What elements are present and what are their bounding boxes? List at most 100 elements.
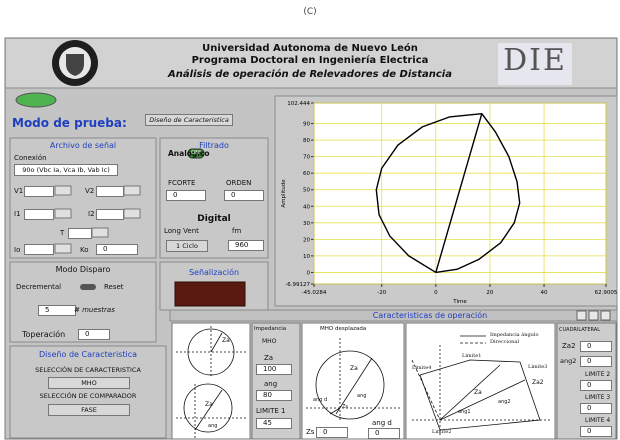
panel-title: Diseño de Caracteristica: [39, 350, 137, 359]
legend-entry: Direccional: [490, 339, 519, 345]
x-tick-label: 62.9005: [595, 290, 617, 296]
field-label: V1: [14, 187, 24, 195]
data-line: [435, 113, 483, 273]
y-tick-label: 102.444: [287, 101, 310, 107]
samples-input[interactable]: 5: [38, 305, 76, 316]
folder-button: [54, 185, 72, 196]
diagram-label: Zs: [342, 404, 349, 410]
diagram-label: Za2: [532, 379, 544, 386]
operation-bar: [169, 309, 618, 322]
logo-right-box: [498, 43, 572, 85]
vector: [210, 332, 223, 353]
file-input[interactable]: [96, 186, 124, 197]
folder-button: [54, 243, 72, 254]
mho-circle: [187, 328, 235, 376]
diagram-label: Limite2: [432, 429, 452, 435]
za-input[interactable]: 100: [256, 364, 292, 375]
diagram-label: Za: [350, 365, 358, 372]
file-input[interactable]: [24, 244, 54, 255]
mho-desplazada-panel: [301, 322, 405, 440]
characteristic-dropdown[interactable]: MHO: [48, 377, 130, 389]
y-tick-label: 80: [303, 138, 310, 144]
field-label: I1: [14, 210, 21, 218]
connection-dropdown[interactable]: 90o (Vbc Ia, Vca Ib, Vab Ic): [14, 164, 118, 176]
field-label: SELECCIÓN DE COMPARADOR: [39, 392, 137, 400]
off-switch: [187, 148, 205, 159]
field-label: Zs: [306, 428, 315, 436]
orden-input[interactable]: 0: [224, 190, 264, 201]
y-axis-label: Amplitude: [281, 179, 287, 208]
header-subtitle: Programa Doctoral en Ingeniería Electric…: [191, 55, 429, 66]
tool-icon: [600, 310, 611, 321]
ang2-input[interactable]: 0: [580, 356, 612, 367]
x-tick-label: 0: [434, 290, 438, 296]
decremental-switch: [80, 284, 96, 290]
limit3-input[interactable]: 0: [580, 403, 612, 414]
legend-entry: Impedancia ángulo: [490, 332, 539, 338]
panel-title: Filtrado: [199, 141, 229, 150]
toggle-button: [15, 92, 57, 108]
y-tick-label: 40: [303, 204, 310, 210]
zs-input[interactable]: 0: [316, 427, 348, 438]
limit4-input[interactable]: 0: [580, 426, 612, 437]
panel-title: Modo Disparo: [55, 265, 111, 274]
za2-input[interactable]: 0: [580, 341, 612, 352]
figure-caption: (C): [303, 7, 317, 17]
file-input[interactable]: [96, 209, 124, 220]
field-label: Conexión: [14, 154, 47, 162]
tool-icon: [576, 310, 587, 321]
field-label: ang d: [372, 419, 392, 427]
fcorte-input[interactable]: 0: [166, 190, 206, 201]
mho-circle: [183, 383, 233, 433]
mode-dropdown[interactable]: Diseño de Caracteristica: [145, 114, 233, 126]
diagram-label: ang2: [498, 399, 511, 405]
comparator-dropdown[interactable]: FASE: [48, 404, 130, 416]
field-label: LIMITE 2: [585, 371, 611, 378]
folder-button: [123, 208, 141, 219]
y-tick-label: 10: [303, 254, 310, 260]
field-label: SELECCIÓN DE CARACTERISTICA: [35, 366, 141, 374]
y-tick-label: 90: [303, 122, 310, 128]
panel-label: CUADRILATERAL: [559, 327, 600, 333]
angd-input[interactable]: 0: [368, 428, 400, 439]
file-input[interactable]: [24, 209, 54, 220]
folder-button: [123, 185, 141, 196]
ko-input[interactable]: 0: [96, 244, 138, 255]
panel-label: MHO: [262, 338, 277, 345]
field-label: V2: [85, 187, 95, 195]
field-label: Digital: [197, 214, 231, 224]
field-label: Reset: [104, 283, 124, 291]
mode-label: Modo de prueba:: [12, 116, 127, 130]
folder-button: [54, 208, 72, 219]
y-tick-label: -6.99127: [285, 282, 310, 288]
diagram-label: Limite1: [462, 353, 482, 359]
window-dropdown[interactable]: 1 Ciclo: [166, 240, 208, 252]
disparo-panel: [9, 261, 157, 343]
field-label: Decremental: [16, 283, 62, 291]
tool-icon: [588, 310, 599, 321]
panel-label: MHO desplazada: [320, 326, 367, 332]
diagram-label: ang: [208, 423, 218, 429]
limit2-input[interactable]: 0: [580, 380, 612, 391]
x-tick-label: -45.0284: [302, 290, 327, 296]
limit-input[interactable]: 45: [256, 418, 292, 429]
switch-label[interactable]: OFF: [191, 150, 201, 156]
vector: [335, 357, 373, 415]
field-label: Za2: [562, 342, 576, 350]
field-label: LIMITE 4: [585, 417, 611, 424]
field-label: Long Vent: [164, 227, 199, 235]
chart: -6.99127 0 10 20 30 40 50 60 70 80 90 102.444 -45.02…: [281, 101, 617, 305]
signal-lamp: [174, 281, 246, 307]
vector: [439, 364, 501, 421]
direction-line: [411, 359, 441, 421]
fm-input[interactable]: 960: [228, 240, 264, 251]
ang-input[interactable]: 80: [256, 390, 292, 401]
y-tick-label: 60: [303, 171, 310, 177]
field-label: ORDEN: [226, 179, 252, 187]
field-label: ang2: [560, 357, 577, 365]
file-input[interactable]: [24, 186, 54, 197]
y-tick-label: 30: [303, 221, 310, 227]
file-input[interactable]: [68, 228, 92, 239]
field-label: Analógico: [168, 149, 210, 158]
diagram-label: Za: [205, 401, 213, 408]
